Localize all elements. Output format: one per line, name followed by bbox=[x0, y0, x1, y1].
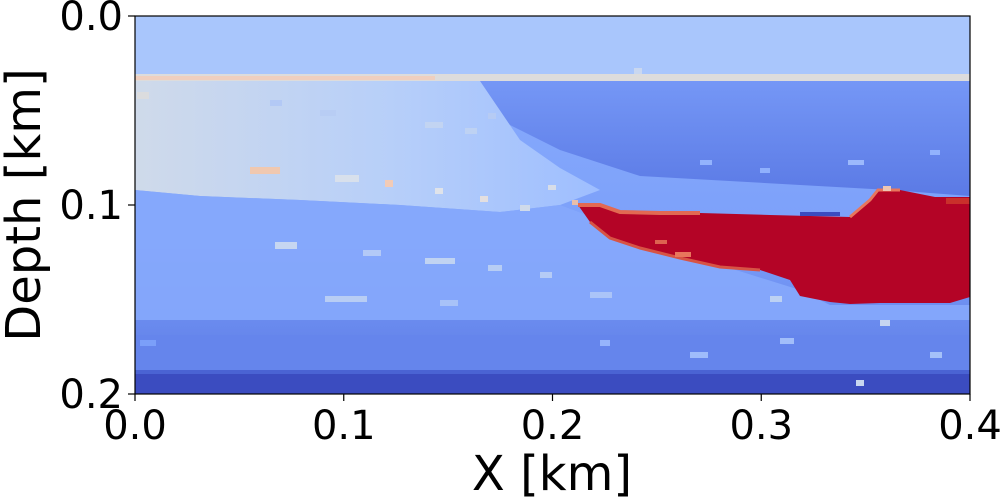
y-axis: 0.0 0.1 0.2 bbox=[59, 0, 135, 418]
salt-right-edge bbox=[946, 198, 970, 204]
x-tick-label: 0.3 bbox=[729, 403, 793, 449]
shallow-wedge bbox=[135, 81, 600, 212]
x-tick-label: 0.1 bbox=[312, 403, 376, 449]
x-tick-label: 0.4 bbox=[938, 403, 1000, 449]
seabed-reflector bbox=[135, 74, 970, 81]
x-axis-label: X [km] bbox=[472, 446, 632, 500]
basement-top-edge bbox=[135, 370, 970, 374]
water-layer bbox=[135, 16, 970, 74]
salt-body bbox=[578, 190, 970, 304]
seabed-reflector-warm bbox=[135, 76, 435, 80]
x-tick-label: 0.0 bbox=[103, 403, 167, 449]
y-tick-label: 0.1 bbox=[59, 183, 123, 229]
salt-left-edge bbox=[589, 220, 761, 272]
basement-layer bbox=[135, 372, 970, 394]
deep-sediment-band bbox=[135, 335, 970, 372]
salt-top-edge bbox=[578, 203, 700, 215]
y-axis-label: Depth [km] bbox=[0, 68, 52, 341]
velocity-noise-cells bbox=[137, 68, 942, 386]
mid-sediment-band bbox=[135, 190, 970, 320]
y-tick-label: 0.2 bbox=[59, 372, 123, 418]
y-tick-label: 0.0 bbox=[59, 0, 123, 40]
x-tick-label: 0.2 bbox=[521, 403, 585, 449]
x-axis: 0.0 0.1 0.2 0.3 0.4 bbox=[103, 394, 1000, 449]
upper-right-sediment bbox=[480, 81, 970, 196]
heatmap-image bbox=[135, 16, 970, 394]
